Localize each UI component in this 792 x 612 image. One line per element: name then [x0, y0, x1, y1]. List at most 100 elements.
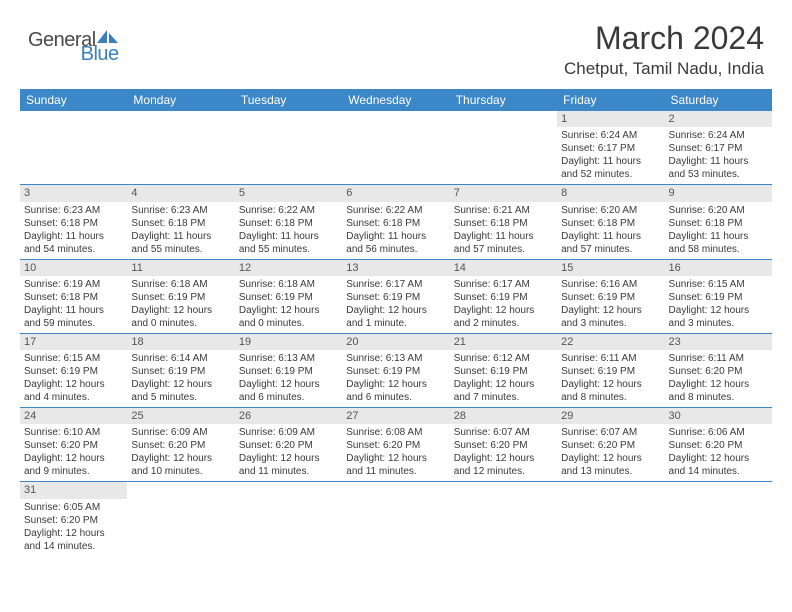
day-number: 12: [235, 260, 342, 276]
location: Chetput, Tamil Nadu, India: [564, 59, 764, 79]
day-cell: 7Sunrise: 6:21 AMSunset: 6:18 PMDaylight…: [450, 185, 557, 259]
day-number: 6: [342, 185, 449, 201]
day-cell: [557, 482, 664, 556]
sunset-line: Sunset: 6:19 PM: [561, 291, 660, 304]
sunset-line: Sunset: 6:18 PM: [346, 217, 445, 230]
day-cell: [20, 111, 127, 185]
day-cell: 9Sunrise: 6:20 AMSunset: 6:18 PMDaylight…: [665, 185, 772, 259]
day-number: 29: [557, 408, 664, 424]
daylight-line-1: Daylight: 11 hours: [669, 155, 768, 168]
day-cell: [235, 111, 342, 185]
day-number: 5: [235, 185, 342, 201]
daylight-line-1: Daylight: 12 hours: [346, 304, 445, 317]
daylight-line-1: Daylight: 12 hours: [454, 452, 553, 465]
day-number: 22: [557, 334, 664, 350]
sunset-line: Sunset: 6:20 PM: [24, 439, 123, 452]
day-cell: 30Sunrise: 6:06 AMSunset: 6:20 PMDayligh…: [665, 408, 772, 482]
sunrise-line: Sunrise: 6:05 AM: [24, 501, 123, 514]
sunset-line: Sunset: 6:18 PM: [669, 217, 768, 230]
week-row: 3 Sunrise: 6:23 AM Sunset: 6:18 PM Daylight…: [20, 185, 772, 259]
day-number: 27: [342, 408, 449, 424]
sunrise-line: Sunrise: 6:18 AM: [239, 278, 338, 291]
day-header: Friday: [557, 89, 664, 111]
daylight-line-1: Daylight: 11 hours: [561, 230, 660, 243]
day-number: 15: [557, 260, 664, 276]
day-number: 2: [665, 111, 772, 127]
day-cell: 20Sunrise: 6:13 AMSunset: 6:19 PMDayligh…: [342, 333, 449, 407]
week-row: 10Sunrise: 6:19 AMSunset: 6:18 PMDayligh…: [20, 259, 772, 333]
sunrise-line: Sunrise: 6:09 AM: [131, 426, 230, 439]
day-number: 18: [127, 334, 234, 350]
day-number: 4: [127, 185, 234, 201]
day-header: Thursday: [450, 89, 557, 111]
day-number: 3: [20, 185, 127, 201]
day-number: 21: [450, 334, 557, 350]
sunset-line: Sunset: 6:19 PM: [239, 291, 338, 304]
logo-text-blue: Blue: [28, 45, 119, 63]
sunset-line: Sunset: 6:18 PM: [24, 291, 123, 304]
sunset-line: Sunset: 6:20 PM: [561, 439, 660, 452]
daylight-line-1: Daylight: 12 hours: [239, 378, 338, 391]
daylight-line-2: and 4 minutes.: [24, 391, 123, 404]
day-number: 28: [450, 408, 557, 424]
daylight-line-1: Daylight: 12 hours: [346, 452, 445, 465]
week-row: 24Sunrise: 6:10 AMSunset: 6:20 PMDayligh…: [20, 408, 772, 482]
day-number: 20: [342, 334, 449, 350]
day-cell: 28Sunrise: 6:07 AMSunset: 6:20 PMDayligh…: [450, 408, 557, 482]
sunset-line: Sunset: 6:19 PM: [24, 365, 123, 378]
sunrise-line: Sunrise: 6:23 AM: [131, 204, 230, 217]
sunrise-line: Sunrise: 6:18 AM: [131, 278, 230, 291]
sunset-line: Sunset: 6:17 PM: [669, 142, 768, 155]
month-title: March 2024: [564, 20, 764, 57]
day-number: 30: [665, 408, 772, 424]
daylight-line-2: and 0 minutes.: [239, 317, 338, 330]
sunrise-line: Sunrise: 6:13 AM: [239, 352, 338, 365]
day-header: Monday: [127, 89, 234, 111]
day-cell: 22Sunrise: 6:11 AMSunset: 6:19 PMDayligh…: [557, 333, 664, 407]
week-row: 1Sunrise: 6:24 AMSunset: 6:17 PMDaylight…: [20, 111, 772, 185]
daylight-line-2: and 55 minutes.: [239, 243, 338, 256]
daylight-line-2: and 57 minutes.: [454, 243, 553, 256]
sunset-line: Sunset: 6:17 PM: [561, 142, 660, 155]
sunset-line: Sunset: 6:18 PM: [239, 217, 338, 230]
sunrise-line: Sunrise: 6:21 AM: [454, 204, 553, 217]
daylight-line-2: and 8 minutes.: [561, 391, 660, 404]
day-cell: 27Sunrise: 6:08 AMSunset: 6:20 PMDayligh…: [342, 408, 449, 482]
sunrise-line: Sunrise: 6:07 AM: [561, 426, 660, 439]
title-block: March 2024 Chetput, Tamil Nadu, India: [564, 20, 764, 79]
day-number: 19: [235, 334, 342, 350]
day-cell: 16Sunrise: 6:15 AMSunset: 6:19 PMDayligh…: [665, 259, 772, 333]
sunset-line: Sunset: 6:20 PM: [239, 439, 338, 452]
sunrise-line: Sunrise: 6:08 AM: [346, 426, 445, 439]
daylight-line-2: and 3 minutes.: [561, 317, 660, 330]
sunrise-line: Sunrise: 6:13 AM: [346, 352, 445, 365]
day-cell: 17Sunrise: 6:15 AMSunset: 6:19 PMDayligh…: [20, 333, 127, 407]
day-cell: [127, 482, 234, 556]
daylight-line-1: Daylight: 12 hours: [669, 378, 768, 391]
day-cell: 1Sunrise: 6:24 AMSunset: 6:17 PMDaylight…: [557, 111, 664, 185]
day-cell: 26Sunrise: 6:09 AMSunset: 6:20 PMDayligh…: [235, 408, 342, 482]
day-number: 14: [450, 260, 557, 276]
sunrise-line: Sunrise: 6:23 AM: [24, 204, 123, 217]
sunrise-line: Sunrise: 6:09 AM: [239, 426, 338, 439]
sunset-line: Sunset: 6:19 PM: [669, 291, 768, 304]
day-cell: 13Sunrise: 6:17 AMSunset: 6:19 PMDayligh…: [342, 259, 449, 333]
daylight-line-2: and 6 minutes.: [239, 391, 338, 404]
day-number: 25: [127, 408, 234, 424]
daylight-line-1: Daylight: 12 hours: [454, 304, 553, 317]
day-cell: 15Sunrise: 6:16 AMSunset: 6:19 PMDayligh…: [557, 259, 664, 333]
daylight-line-1: Daylight: 12 hours: [24, 527, 123, 540]
sunrise-line: Sunrise: 6:10 AM: [24, 426, 123, 439]
daylight-line-2: and 7 minutes.: [454, 391, 553, 404]
header: General Blue March 2024 Chetput, Tamil N…: [0, 0, 792, 83]
daylight-line-1: Daylight: 12 hours: [561, 452, 660, 465]
daylight-line-1: Daylight: 12 hours: [239, 304, 338, 317]
daylight-line-1: Daylight: 11 hours: [454, 230, 553, 243]
day-cell: [665, 482, 772, 556]
day-cell: [450, 111, 557, 185]
day-cell: 18Sunrise: 6:14 AMSunset: 6:19 PMDayligh…: [127, 333, 234, 407]
day-number: 17: [20, 334, 127, 350]
daylight-line-1: Daylight: 12 hours: [669, 304, 768, 317]
day-cell: [127, 111, 234, 185]
sunrise-line: Sunrise: 6:20 AM: [561, 204, 660, 217]
